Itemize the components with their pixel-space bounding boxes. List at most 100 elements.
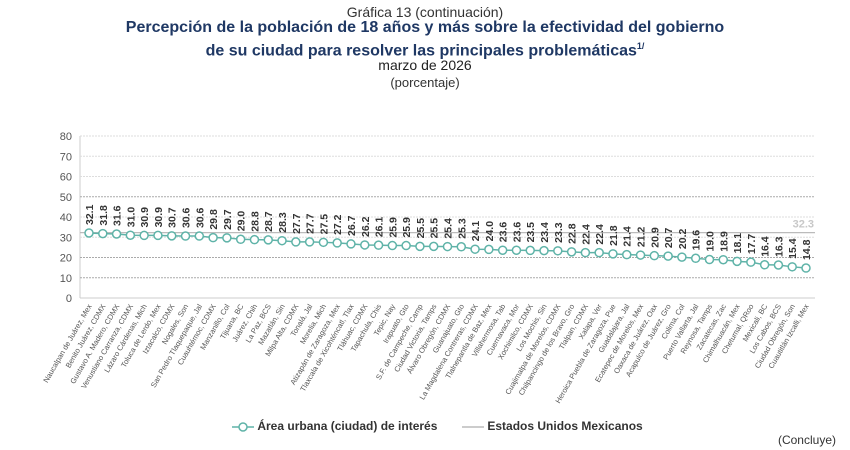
y-tick-label: 30 [60,232,72,244]
data-point [346,239,356,249]
data-point [553,246,563,256]
data-point [787,262,797,272]
data-label: 25.9 [387,217,399,238]
data-label: 27.2 [332,214,344,235]
data-label: 20.9 [649,227,661,248]
data-point [208,232,218,243]
chart-title: Percepción de la población de 18 años y … [0,19,850,60]
data-label: 20.2 [677,228,689,249]
graphic-label: Gráfica 13 (continuación) [346,4,504,20]
data-label: 19.6 [691,230,703,251]
national-value-label: 32.3 [793,219,814,231]
legend-marker-line-icon [462,426,484,428]
y-tick-label: 10 [60,273,72,285]
data-point [222,233,232,243]
data-label: 22.8 [567,223,579,244]
data-label: 30.9 [153,207,165,228]
legend-item-urban: Área urbana (ciudad) de interés [232,419,437,433]
data-point [580,247,591,258]
data-label: 28.8 [249,211,261,232]
data-label: 16.3 [773,236,785,257]
data-label: 26.7 [346,215,358,236]
data-point [428,241,439,252]
data-label: 30.6 [194,207,206,228]
data-label: 28.3 [277,212,289,233]
data-point [718,254,729,265]
data-point [180,231,191,241]
footnote-mark: 1/ [636,41,645,51]
y-tick-label: 40 [60,212,72,224]
y-tick-label: 70 [60,151,72,163]
data-label: 31.6 [112,205,124,226]
data-point [677,252,687,262]
data-point [235,234,246,245]
data-point [566,247,577,257]
title-line-2: de su ciudad para resolver las principal… [205,42,637,60]
data-point [263,235,273,245]
unit: (porcentaje) [390,75,460,90]
data-label: 16.4 [760,236,772,257]
data-point [732,256,742,267]
data-point [594,247,604,258]
data-point [649,250,660,261]
data-point [497,245,508,255]
data-label: 24.1 [470,221,482,242]
legend-label-urban: Área urbana (ciudad) de interés [257,419,438,433]
y-tick-label: 80 [60,131,72,143]
y-tick-label: 20 [60,253,72,265]
data-point [98,228,108,239]
data-label: 26.1 [374,217,386,238]
data-point [511,245,522,255]
data-label: 29.8 [208,209,220,230]
data-point [139,230,149,241]
y-tick-label: 50 [60,192,72,204]
data-label: 30.6 [181,207,193,228]
data-label: 27.7 [291,213,303,234]
data-label: 26.2 [360,216,372,237]
data-label: 32.1 [84,204,96,225]
data-point [153,230,163,241]
data-label: 27.5 [318,214,330,235]
data-label: 31.0 [125,207,137,228]
data-label: 28.7 [263,211,275,232]
data-point [401,240,411,251]
data-label: 23.3 [553,222,565,243]
data-point [635,250,646,260]
data-label: 21.2 [636,226,648,247]
data-label: 30.7 [167,207,179,228]
data-label: 31.8 [98,205,110,226]
data-label: 18.9 [718,231,730,252]
data-label: 29.7 [222,209,234,230]
data-point [456,242,467,252]
data-point [84,228,94,238]
data-point [690,253,701,264]
data-point [470,244,480,254]
data-point [166,231,177,241]
data-point [373,240,384,250]
data-point [663,251,673,261]
data-point [525,245,535,256]
data-point [125,230,136,240]
data-label: 24.0 [484,221,496,242]
data-label: 25.5 [415,218,427,239]
data-point [773,260,784,270]
data-point [111,229,122,239]
data-label: 21.8 [608,225,620,246]
data-point [442,241,453,252]
data-point [622,249,632,260]
legend-item-national: Estados Unidos Mexicanos [462,419,643,433]
data-point [277,235,287,246]
data-point [318,237,329,248]
y-tick-label: 0 [66,293,72,305]
data-point [194,231,205,241]
data-label: 29.0 [236,211,248,232]
data-point [704,254,715,265]
data-point [291,237,301,247]
data-label: 30.9 [139,207,151,228]
legend-label-national: Estados Unidos Mexicanos [487,419,643,433]
data-label: 22.4 [594,224,606,245]
data-point [249,234,260,245]
data-label: 25.5 [429,218,441,239]
data-label: 15.4 [787,238,799,259]
